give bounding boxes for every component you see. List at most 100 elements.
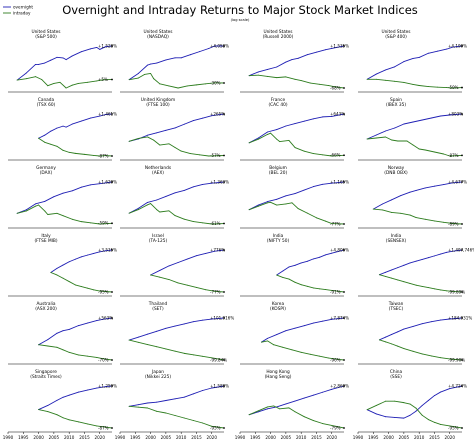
panel-korea-kospi: +7,874% -96% Korea(KOSPI) (240, 301, 349, 365)
x-tick-label: 1995 (250, 435, 261, 440)
overnight-end-marker (223, 249, 225, 251)
overnight-line-segment (137, 64, 148, 74)
panel-label: Korea (272, 301, 285, 307)
intraday-line-segment (150, 72, 155, 80)
intraday-end-marker (461, 359, 463, 361)
intraday-line-segment (270, 201, 278, 206)
intraday-line-segment (400, 212, 411, 216)
overnight-line-segment (267, 129, 278, 133)
intraday-line-segment (260, 340, 268, 343)
x-tick-label: 2000 (33, 435, 44, 440)
intraday-line-segment (183, 218, 194, 223)
panel-label: (FTSE MIB) (34, 238, 57, 244)
overnight-line-segment (71, 120, 82, 125)
legend: overnight intraday (3, 5, 33, 16)
intraday-line-segment (87, 423, 98, 427)
overnight-line-segment (156, 59, 167, 64)
intraday-line-segment (47, 83, 55, 87)
overnight-return-label: +563% (98, 315, 113, 320)
overnight-end-marker (111, 113, 113, 115)
intraday-line-segment (248, 205, 259, 211)
overnight-line-segment (165, 398, 176, 401)
overnight-line-segment (192, 117, 204, 122)
overnight-end-marker (111, 45, 113, 47)
intraday-line-segment (96, 357, 104, 360)
panel-label: (NASDAQ) (147, 34, 169, 40)
intraday-line-segment (47, 345, 58, 348)
overnight-line-segment (421, 257, 429, 260)
panel-label: (FTSE 100) (146, 102, 170, 108)
panel-label: Canada (38, 97, 55, 103)
x-tick-label: 2015 (79, 435, 90, 440)
overnight-return-label: +803% (448, 111, 463, 116)
overnight-line-segment (174, 189, 185, 194)
intraday-return-label: -59% (448, 85, 459, 90)
intraday-line-segment (174, 415, 185, 419)
overnight-return-label: +1,588% (210, 383, 229, 388)
overnight-line-segment (90, 46, 98, 50)
x-tick-label: 2010 (64, 435, 75, 440)
overnight-end-marker (343, 385, 345, 387)
overnight-line-segment (192, 183, 204, 188)
panel-belgium-bel-20: +1,165% -77% Belgium(BEL 20) (240, 165, 349, 229)
intraday-line-segment (276, 76, 287, 79)
overnight-line-segment (322, 388, 333, 393)
intraday-line-segment (409, 283, 417, 286)
overnight-return-label: +4,724% (448, 383, 467, 388)
overnight-line-segment (366, 73, 377, 80)
overnight-line-segment (385, 127, 396, 132)
overnight-line-segment (202, 318, 213, 321)
intraday-line-segment (276, 274, 284, 278)
intraday-line-segment (421, 353, 432, 357)
overnight-line-segment (192, 319, 204, 323)
intraday-end-marker (343, 291, 345, 293)
intraday-line-segment (137, 204, 148, 211)
x-tick-label: 2020 (207, 435, 218, 440)
overnight-line-segment (47, 399, 58, 406)
intraday-end-marker (223, 222, 225, 225)
overnight-line-segment (211, 317, 225, 320)
panel-label: United States (31, 29, 61, 35)
intraday-line-segment (418, 148, 426, 151)
intraday-line-segment (312, 153, 324, 156)
overnight-end-marker (223, 45, 225, 47)
intraday-line-segment (306, 285, 314, 289)
intraday-line-segment (137, 406, 148, 409)
overnight-line-segment (90, 115, 101, 119)
overnight-line-segment (192, 390, 204, 395)
panel-india-nifty-50: +4,806% -91% India(NIFTY 50) (240, 233, 349, 297)
overnight-line-segment (291, 57, 299, 61)
intraday-line-segment (337, 290, 345, 293)
overnight-line-segment (394, 123, 405, 129)
overnight-line-segment (68, 258, 76, 263)
intraday-line-segment (56, 145, 64, 151)
overnight-line-segment (446, 46, 454, 50)
intraday-line-segment (159, 210, 170, 213)
intraday-line-segment (165, 348, 176, 352)
intraday-line-segment (434, 151, 445, 155)
overnight-return-label: +1,497,746% (448, 247, 474, 252)
panel-label: (BEL 20) (269, 170, 288, 176)
intraday-line-segment (282, 277, 290, 280)
overnight-line-segment (409, 260, 417, 264)
intraday-line-segment (205, 289, 216, 292)
panel-label: Netherlands (145, 165, 172, 171)
intraday-end-marker (343, 87, 345, 89)
intraday-end-marker (111, 359, 113, 361)
overnight-line-segment (421, 117, 432, 121)
intraday-line-segment (211, 425, 225, 429)
intraday-line-segment (300, 284, 308, 287)
x-tick-label: 2005 (161, 435, 172, 440)
intraday-line-segment (96, 425, 107, 428)
x-axis-ticks: 1990 1995 2000 2005 2010 2015 2020 1990 1995 2000… (3, 432, 455, 440)
overnight-line-segment (452, 45, 463, 48)
intraday-return-label: -95% (210, 425, 221, 430)
intraday-line-segment (38, 204, 46, 212)
x-tick-label: 2010 (296, 435, 307, 440)
intraday-line-segment (257, 202, 268, 207)
overnight-line-segment (211, 181, 225, 184)
intraday-line-segment (282, 346, 293, 351)
intraday-line-segment (424, 218, 435, 222)
overnight-line-segment (50, 56, 58, 61)
